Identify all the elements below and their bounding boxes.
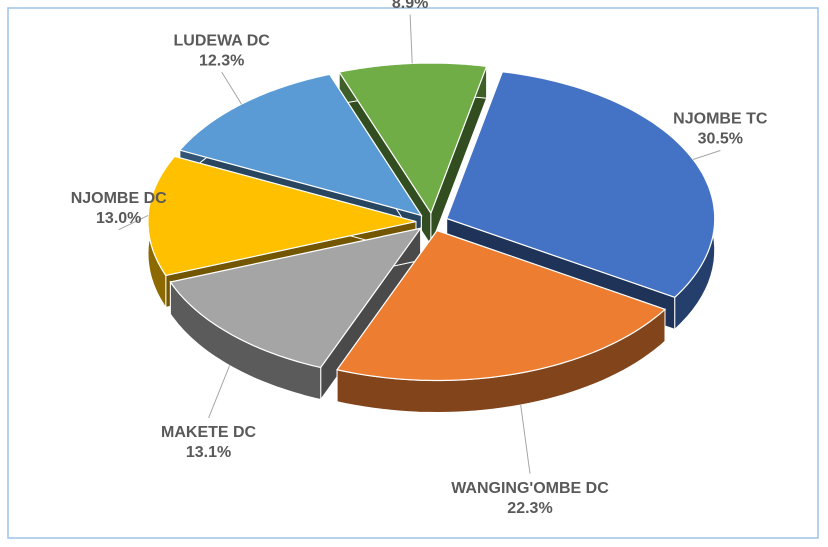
- data-label-category: WANGING'OMBE DC: [451, 480, 609, 497]
- leader-line: [208, 365, 231, 419]
- leader-line: [520, 404, 531, 474]
- slice-tops: [147, 62, 716, 382]
- leader-line: [409, 14, 413, 64]
- pie-slice: [169, 227, 422, 369]
- data-label-value: 13.0%: [96, 210, 141, 227]
- data-label-value: 12.3%: [199, 52, 244, 69]
- labels: NJOMBE TC 30.5% WANGING'OMBE DC 22.3% MAKETE…: [71, 0, 768, 517]
- data-label-category: MAKETE DC: [161, 424, 257, 441]
- data-label-category: LUDEWA DC: [174, 32, 271, 49]
- data-label-value: 30.5%: [698, 131, 743, 148]
- data-label-category: NJOMBE DC: [71, 190, 167, 207]
- data-label-value: 8.9%: [392, 0, 428, 12]
- data-label-value: 13.1%: [186, 444, 231, 461]
- leader-line: [221, 71, 242, 105]
- data-label-category: NJOMBE TC: [673, 111, 768, 128]
- pie-slice: [336, 229, 667, 382]
- data-label-value: 22.3%: [507, 500, 552, 517]
- leader-line: [692, 150, 721, 160]
- leader-line: [118, 214, 149, 231]
